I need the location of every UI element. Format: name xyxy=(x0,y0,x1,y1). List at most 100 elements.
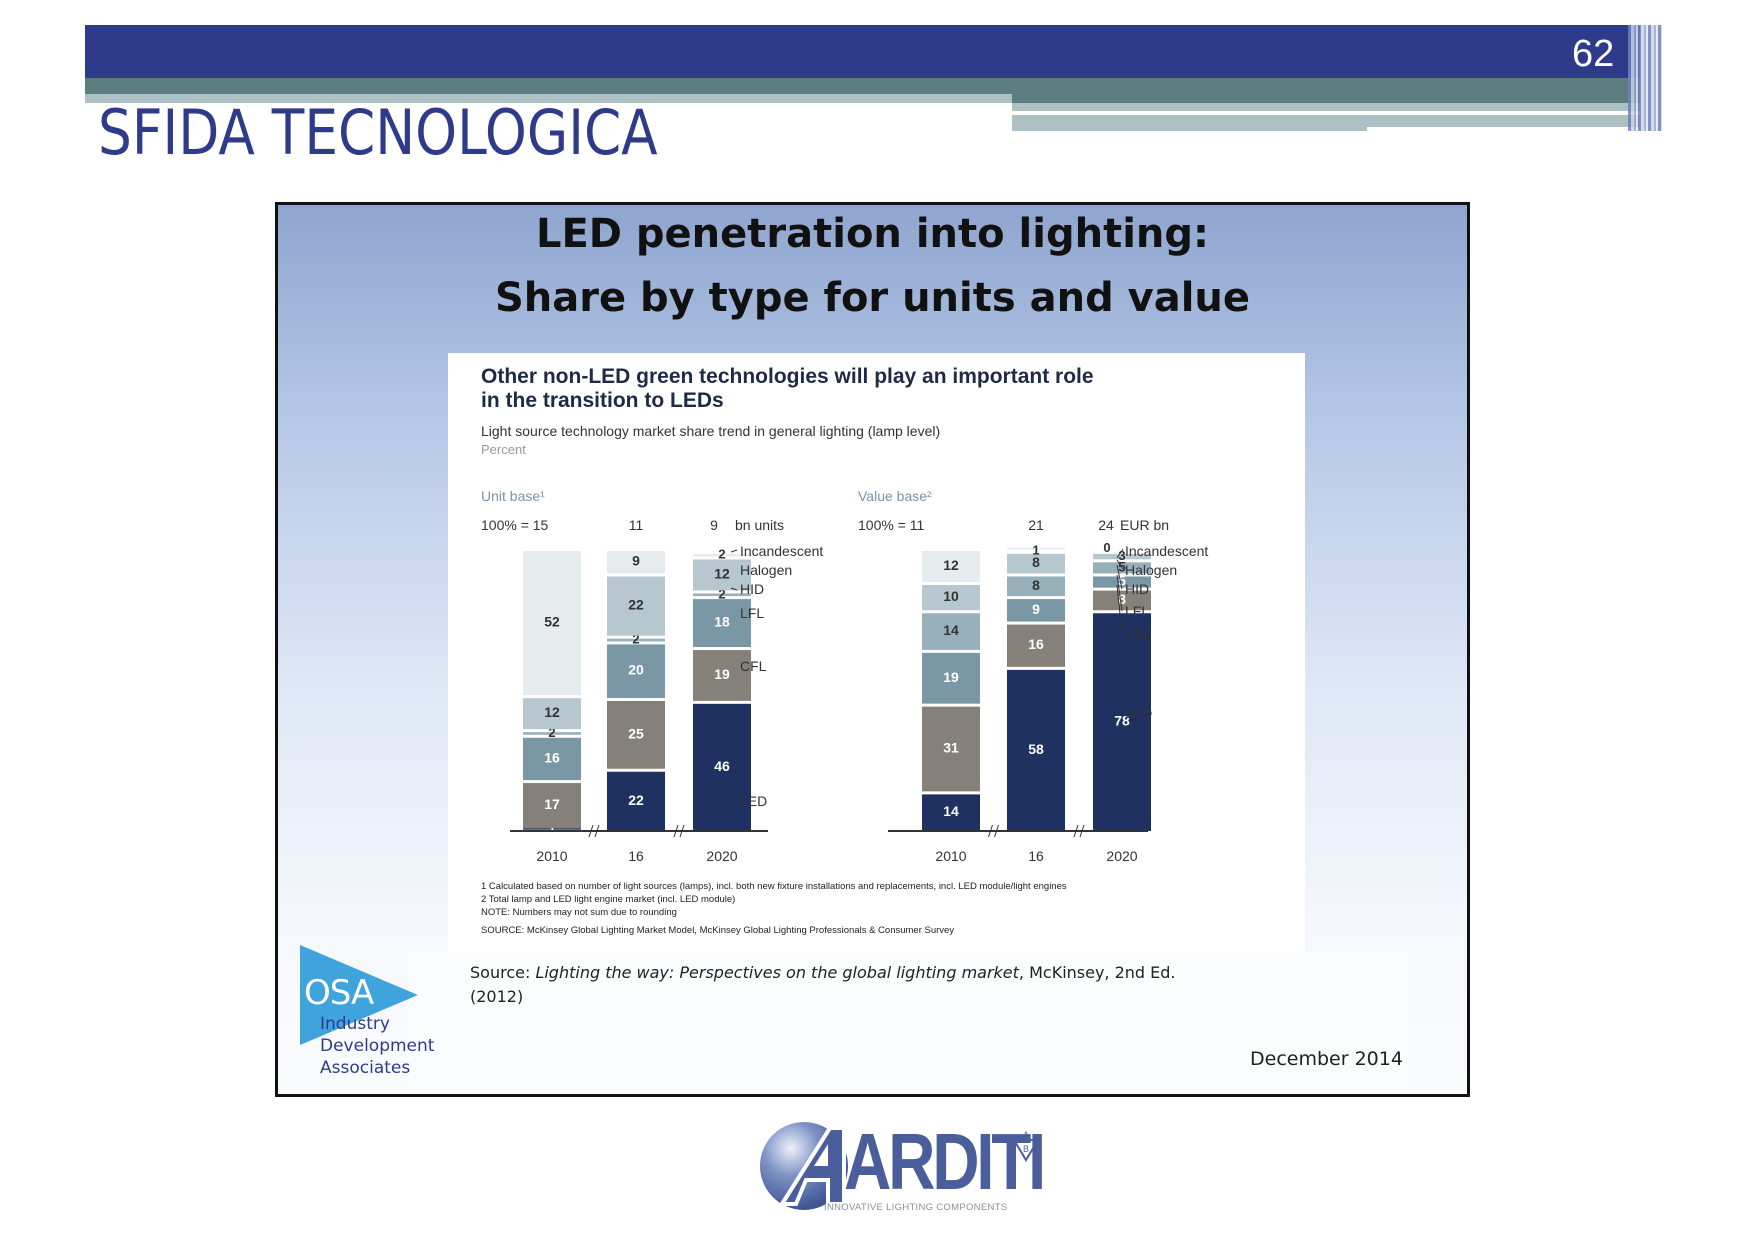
legend-label-cfl: CFL xyxy=(1125,626,1152,642)
data-label-halogen: 10 xyxy=(943,588,959,604)
bar-segment-halogen xyxy=(1093,553,1151,560)
bar-segment-lfl xyxy=(523,737,581,781)
bar-segment-led xyxy=(523,828,581,830)
chart-unit: Percent xyxy=(481,442,526,457)
legend-label-lfl: LFL xyxy=(740,605,764,621)
bar-segment-cfl xyxy=(1093,590,1151,611)
x-tick-label: 2010 xyxy=(935,848,966,864)
header-band-white-line xyxy=(1012,111,1558,115)
bar-segment-lfl xyxy=(607,644,665,698)
data-label-hid: 14 xyxy=(943,622,959,638)
source-year: (2012) xyxy=(470,987,524,1006)
arditi-wordmark: ARDITI xyxy=(844,1117,1046,1206)
data-label-lfl: 20 xyxy=(628,662,644,678)
header-band-light-right xyxy=(1012,103,1640,111)
bar-segment-led xyxy=(693,703,751,831)
x-tick-label: 2020 xyxy=(706,848,737,864)
legend-label-led: LED xyxy=(1125,705,1152,721)
data-label-cfl: 25 xyxy=(628,725,644,741)
osa-line1: Industry xyxy=(320,1014,390,1034)
legend-label-led: LED xyxy=(740,793,767,809)
legend-leader xyxy=(730,587,738,591)
bar-segment-lfl xyxy=(1007,599,1065,622)
data-label-hid: 5 xyxy=(1118,558,1126,574)
bar-segment-incandescent xyxy=(523,551,581,696)
data-label-halogen: 3 xyxy=(1118,548,1125,563)
total-value: 9 xyxy=(710,517,718,533)
data-label-led: 22 xyxy=(628,792,644,808)
data-label-incandescent: 12 xyxy=(943,557,959,573)
data-label-led: 58 xyxy=(1028,741,1044,757)
data-label-cfl: 17 xyxy=(544,796,560,812)
header-band-blue xyxy=(85,25,1640,78)
bar-segment-hid xyxy=(523,732,581,735)
data-label-halogen: 8 xyxy=(1032,554,1040,570)
legend-label-cfl: CFL xyxy=(740,658,767,674)
bar-segment-halogen xyxy=(922,584,980,611)
data-label-halogen: 12 xyxy=(544,704,560,720)
data-label-lfl: 5 xyxy=(1118,573,1126,589)
data-label-incandescent: 2 xyxy=(718,547,725,562)
x-tick-label: 16 xyxy=(1028,848,1044,864)
header-band-light-right-tail xyxy=(1367,115,1640,127)
slide-title: SFIDA TECNOLOGICA xyxy=(98,96,658,169)
source-panel xyxy=(408,953,1408,1083)
legend-label-hid: HID xyxy=(740,581,764,597)
data-label-halogen: 12 xyxy=(714,565,730,581)
data-label-incandescent: 1 xyxy=(1032,542,1039,557)
slide-number: 62 xyxy=(1572,33,1615,75)
bar-segment-led xyxy=(922,794,980,831)
data-label-incandescent: 52 xyxy=(544,614,560,630)
bar-segment-incandescent xyxy=(1007,548,1065,550)
x-tick-label: 2010 xyxy=(536,848,567,864)
data-label-lfl: 16 xyxy=(544,749,560,765)
data-label-lfl: 9 xyxy=(1032,601,1040,617)
legend-leader xyxy=(730,549,738,553)
chart-headline: Other non-LED green technologies will pl… xyxy=(481,365,1094,413)
data-label-led: 14 xyxy=(943,803,959,819)
bar-segment-incandescent xyxy=(607,551,665,574)
chart-title: Value base² xyxy=(858,488,932,504)
data-label-halogen: 22 xyxy=(628,597,644,613)
data-label-cfl: 31 xyxy=(943,740,959,756)
figure-title-line1: LED penetration into lighting: xyxy=(535,211,1210,257)
bar-segment-halogen xyxy=(523,698,581,730)
header-band-teal-right xyxy=(1012,94,1640,103)
footnote-1: 1 Calculated based on number of light so… xyxy=(481,881,1067,892)
header-stripes-decoration xyxy=(1628,25,1662,131)
osa-triangle-icon xyxy=(300,945,418,1045)
bar-segment-cfl xyxy=(693,650,751,701)
bar-segment-led xyxy=(607,771,665,831)
footnote-2: 2 Total lamp and LED light engine market… xyxy=(481,894,736,905)
data-label-cfl: 19 xyxy=(714,666,730,682)
bar-segment-halogen xyxy=(607,576,665,636)
header-band-teal xyxy=(85,78,1640,94)
data-label-hid: 2 xyxy=(548,725,555,740)
svg-text:B: B xyxy=(1023,1144,1029,1154)
data-label-lfl: 18 xyxy=(714,614,730,630)
bar-segment-lfl xyxy=(693,599,751,648)
legend-label-incandescent: Incandescent xyxy=(740,543,823,559)
bar-segment-lfl xyxy=(922,652,980,704)
osa-acronym: OSA xyxy=(304,973,374,1013)
bar-segment-hid xyxy=(607,638,665,642)
arditi-logo: B A ARDITI INNOVATIVE LIGHTING COMPONENT… xyxy=(752,1118,1052,1218)
total-label: 100% = 15 xyxy=(481,517,549,533)
source-suffix: , McKinsey, 2nd Ed. xyxy=(1018,963,1176,982)
bar-segment-hid xyxy=(693,593,751,597)
osa-line3: Associates xyxy=(320,1058,411,1078)
footnote-note: NOTE: Numbers may not sum due to roundin… xyxy=(481,907,677,918)
axis-break-mark xyxy=(988,824,993,838)
data-label-cfl: 16 xyxy=(1028,636,1044,652)
header-band-light-left xyxy=(85,94,1012,103)
total-value: 11 xyxy=(629,517,644,533)
legend-label-halogen: Halogen xyxy=(1125,562,1177,578)
bar-segment-led xyxy=(1007,669,1065,831)
bar-segment-incandescent xyxy=(922,551,980,582)
bar-segment-halogen xyxy=(1007,553,1065,574)
arditi-sphere-icon: B A xyxy=(760,1122,1040,1210)
axis-break-mark xyxy=(588,824,594,838)
legend-leader xyxy=(1116,548,1124,559)
bar-segment-cfl xyxy=(607,700,665,769)
